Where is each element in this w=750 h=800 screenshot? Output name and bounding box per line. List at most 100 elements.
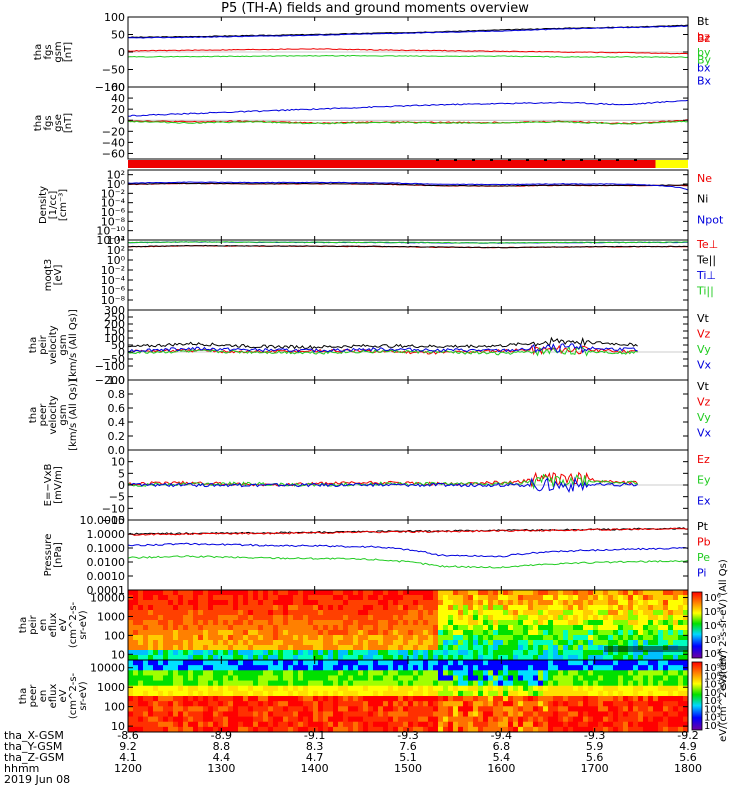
spectrogram-cell	[313, 660, 319, 666]
spectrogram-cell	[248, 620, 254, 626]
spectrogram-cell	[373, 716, 379, 723]
spectrogram-cell	[373, 620, 379, 626]
spectrogram-cell	[223, 701, 229, 707]
spectrogram-cell	[233, 620, 239, 626]
spectrogram-cell	[283, 625, 289, 631]
spectrogram-cell	[543, 660, 549, 666]
spectrogram-cell	[408, 726, 414, 733]
spectrogram-cell	[318, 701, 324, 707]
spectrogram-cell	[563, 605, 569, 611]
spectrogram-cell	[413, 670, 419, 676]
spectrogram-cell	[268, 645, 274, 651]
spectrogram-cell	[618, 615, 624, 621]
spectrogram-cell	[178, 721, 184, 728]
spectrogram-cell	[258, 675, 264, 681]
spectrogram-cell	[238, 625, 244, 631]
spectrogram-cell	[448, 701, 454, 707]
spectrogram-cell	[518, 685, 524, 692]
y-tick-label: 100	[104, 332, 125, 345]
spectrogram-cell	[623, 721, 629, 728]
spectrogram-cell	[583, 650, 589, 656]
spectrogram-cell	[233, 726, 239, 733]
spectrogram-cell	[143, 655, 149, 661]
spectrogram-cell	[288, 711, 294, 717]
spectrogram-cell	[378, 711, 384, 717]
spectrogram-cell	[428, 711, 434, 717]
spectrogram-cell	[138, 605, 144, 611]
spectrogram-cell	[618, 675, 624, 681]
spectrogram-cell	[258, 590, 264, 596]
spectrogram-cell	[178, 635, 184, 641]
spectrogram-cell	[683, 711, 689, 717]
spectrogram-cell	[168, 620, 174, 626]
spectrogram-cell	[183, 696, 189, 702]
spectrogram-cell	[483, 711, 489, 717]
spectrogram-cell	[368, 620, 374, 626]
spectrogram-cell	[348, 721, 354, 728]
spectrogram-cell	[678, 650, 684, 656]
spectrogram-cell	[468, 716, 474, 723]
spectrogram-cell	[268, 706, 274, 712]
spectrogram-cell	[523, 630, 529, 636]
spectrogram-cell	[453, 690, 459, 697]
spectrogram-cell	[488, 625, 494, 631]
spectrogram-cell	[358, 595, 364, 601]
spectrogram-cell	[318, 680, 324, 687]
spectrogram-cell	[523, 721, 529, 728]
spectrogram-cell	[158, 721, 164, 728]
spectrogram-cell	[638, 685, 644, 692]
spectrogram-cell	[263, 615, 269, 621]
spectrogram-cell	[498, 650, 504, 656]
spectrogram-cell	[633, 635, 639, 641]
y-axis-label-line: sr-eV)	[78, 610, 89, 639]
spectrogram-cell	[478, 660, 484, 666]
spectrogram-cell	[533, 665, 539, 671]
spectrogram-cell	[388, 690, 394, 697]
spectrogram-cell	[573, 590, 579, 596]
spectrogram-cell	[543, 685, 549, 692]
spectrogram-cell	[558, 590, 564, 596]
spectrogram-cell	[138, 716, 144, 723]
spectrogram-cell	[658, 711, 664, 717]
spectrogram-cell	[333, 620, 339, 626]
spectrogram-cell	[423, 655, 429, 661]
spectrogram-cell	[508, 645, 514, 651]
spectrogram-cell	[168, 650, 174, 656]
spectrogram-cell	[243, 685, 249, 692]
legend-entry: Pe	[697, 551, 710, 564]
spectrogram-cell	[263, 620, 269, 626]
legend-entry: Ez	[697, 453, 710, 466]
spectrogram-cell	[333, 645, 339, 651]
spectrogram-cell	[363, 711, 369, 717]
spectrogram-cell	[263, 665, 269, 671]
spectrogram-cell	[508, 655, 514, 661]
spectrogram-cell	[193, 690, 199, 697]
spectrogram-cell	[668, 721, 674, 728]
spectrogram-cell	[163, 711, 169, 717]
spectrogram-cell	[433, 665, 439, 671]
spectrogram-cell	[168, 660, 174, 666]
spectrogram-cell	[423, 670, 429, 676]
spectrogram-cell	[338, 625, 344, 631]
spectrogram-cell	[498, 590, 504, 596]
spectrogram-cell	[503, 590, 509, 596]
spectrogram-cell	[338, 716, 344, 723]
spectrogram-cell	[173, 670, 179, 676]
spectrogram-cell	[308, 655, 314, 661]
spectrogram-cell	[568, 640, 574, 646]
spectrogram-cell	[473, 696, 479, 702]
spectrogram-cell	[508, 590, 514, 596]
y-tick-label: 150	[104, 325, 125, 338]
spectrogram-cell	[583, 711, 589, 717]
spectrogram-cell	[393, 625, 399, 631]
spectrogram-cell	[323, 650, 329, 656]
spectrogram-cell	[488, 670, 494, 676]
spectrogram-cell	[588, 680, 594, 687]
spectrogram-cell	[428, 590, 434, 596]
spectrogram-cell	[463, 590, 469, 596]
spectrogram-cell	[408, 655, 414, 661]
spectrogram-cell	[208, 625, 214, 631]
spectrogram-cell	[378, 716, 384, 723]
spectrogram-cell	[473, 685, 479, 692]
spectrogram-cell	[288, 685, 294, 692]
